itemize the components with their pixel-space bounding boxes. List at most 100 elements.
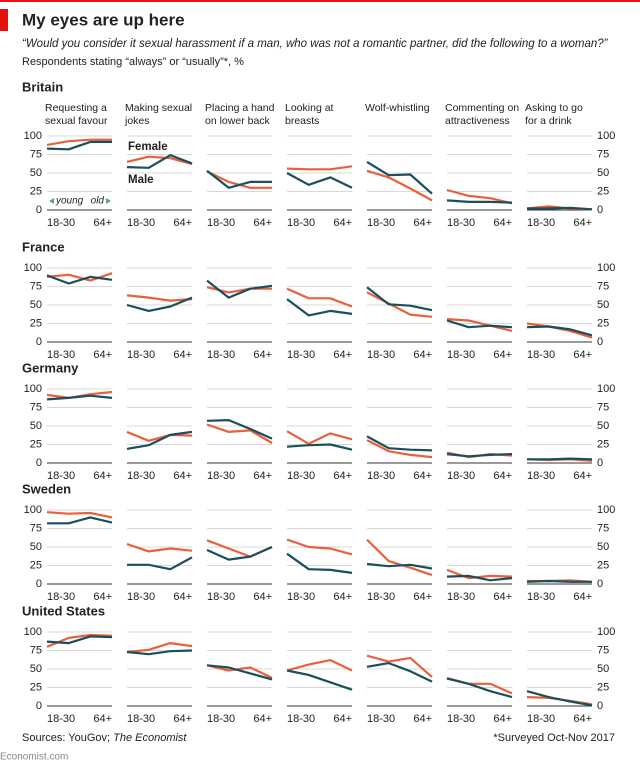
- y-tick-label: 100: [597, 262, 615, 274]
- country-name: Britain: [22, 79, 63, 94]
- series-line: [286, 669, 353, 691]
- x-tick-label: 18-30: [447, 713, 475, 725]
- x-tick-label: 64+: [333, 470, 352, 482]
- series-line: [206, 423, 273, 444]
- footnote: *Surveyed Oct-Nov 2017: [493, 732, 615, 744]
- series-line: [206, 664, 273, 679]
- series-line: [286, 538, 353, 556]
- series-line: [366, 291, 433, 318]
- y-tick-label: 50: [30, 420, 42, 432]
- x-tick-label: 18-30: [527, 470, 555, 482]
- country-name: Sweden: [22, 481, 71, 496]
- x-tick-label: 18-30: [127, 713, 155, 725]
- series-line: [366, 435, 433, 452]
- series-line: [206, 545, 273, 561]
- x-tick-label: 18-30: [207, 217, 235, 229]
- x-tick-label: 64+: [93, 713, 112, 725]
- x-tick-label: 64+: [493, 349, 512, 361]
- y-tick-label: 0: [36, 700, 42, 712]
- y-tick-label: 0: [597, 204, 603, 216]
- x-tick-label: 64+: [493, 470, 512, 482]
- x-tick-label: 64+: [573, 217, 592, 229]
- x-tick-label: 64+: [173, 713, 192, 725]
- x-tick-label: 18-30: [127, 470, 155, 482]
- y-tick-label: 100: [597, 504, 615, 516]
- x-tick-label: 64+: [333, 349, 352, 361]
- series-line: [366, 160, 433, 195]
- x-tick-label: 64+: [413, 470, 432, 482]
- x-tick-label: 18-30: [367, 217, 395, 229]
- series-line: [46, 274, 113, 285]
- series-line: [526, 325, 593, 337]
- x-tick-label: 64+: [173, 349, 192, 361]
- series-line: [446, 318, 513, 332]
- y-tick-label: 50: [30, 541, 42, 553]
- x-tick-label: 64+: [413, 217, 432, 229]
- series-line: [286, 430, 353, 445]
- y-tick-label: 75: [597, 401, 609, 413]
- series-line: [446, 453, 513, 458]
- series-line: [526, 690, 593, 707]
- y-tick-label: 0: [597, 336, 603, 348]
- series-line: [526, 579, 592, 583]
- y-tick-label: 0: [597, 700, 603, 712]
- series-line: [527, 457, 593, 461]
- x-tick-label: 64+: [253, 470, 272, 482]
- x-tick-label: 18-30: [47, 591, 75, 603]
- series-line: [366, 662, 433, 683]
- country-name: United States: [22, 603, 105, 618]
- series-line: [46, 394, 113, 401]
- x-tick-label: 64+: [493, 713, 512, 725]
- x-tick-label: 64+: [173, 470, 192, 482]
- x-tick-label: 18-30: [127, 349, 155, 361]
- x-tick-label: 18-30: [207, 713, 235, 725]
- x-tick-label: 64+: [93, 470, 112, 482]
- series-line: [526, 322, 593, 339]
- x-tick-label: 18-30: [207, 470, 235, 482]
- series-line: [366, 169, 433, 202]
- question-title: Requesting a sexual favour: [45, 102, 108, 127]
- series-line: [286, 659, 353, 672]
- x-tick-label: 64+: [253, 591, 272, 603]
- y-tick-label: 25: [597, 559, 609, 571]
- x-tick-label: 64+: [493, 217, 512, 229]
- x-tick-label: 18-30: [287, 713, 315, 725]
- y-tick-label: 50: [597, 663, 609, 675]
- series-line: [366, 562, 433, 570]
- y-tick-label: 25: [597, 681, 609, 693]
- y-tick-label: 100: [597, 383, 615, 395]
- x-tick-label: 18-30: [287, 217, 315, 229]
- legend-label: Female: [128, 141, 168, 153]
- question-title: Asking to go for a drink: [525, 102, 583, 127]
- x-tick-label: 64+: [173, 217, 192, 229]
- x-tick-label: 18-30: [367, 470, 395, 482]
- x-tick-label: 18-30: [447, 349, 475, 361]
- y-tick-label: 100: [24, 504, 42, 516]
- series-line: [46, 511, 113, 519]
- x-tick-label: 18-30: [47, 349, 75, 361]
- series-line: [366, 538, 433, 577]
- x-tick-label: 64+: [93, 217, 112, 229]
- series-line: [286, 165, 353, 171]
- x-tick-label: 18-30: [527, 591, 555, 603]
- y-tick-label: 100: [24, 262, 42, 274]
- y-tick-label: 50: [597, 299, 609, 311]
- x-tick-label: 64+: [93, 349, 112, 361]
- x-tick-label: 64+: [253, 217, 272, 229]
- y-tick-label: 50: [597, 420, 609, 432]
- y-tick-label: 50: [30, 167, 42, 179]
- x-tick-label: 64+: [333, 217, 352, 229]
- series-line: [446, 677, 513, 699]
- x-tick-label: 18-30: [367, 713, 395, 725]
- y-tick-label: 0: [597, 578, 603, 590]
- series-line: [126, 542, 193, 553]
- series-line: [126, 296, 193, 312]
- x-tick-label: 64+: [493, 591, 512, 603]
- legend-label: Male: [128, 174, 154, 186]
- x-tick-label: 64+: [573, 591, 592, 603]
- question-title: Making sexual jokes: [125, 102, 193, 127]
- y-tick-label: 0: [597, 457, 603, 469]
- x-tick-label: 64+: [253, 349, 272, 361]
- series-line: [446, 574, 513, 582]
